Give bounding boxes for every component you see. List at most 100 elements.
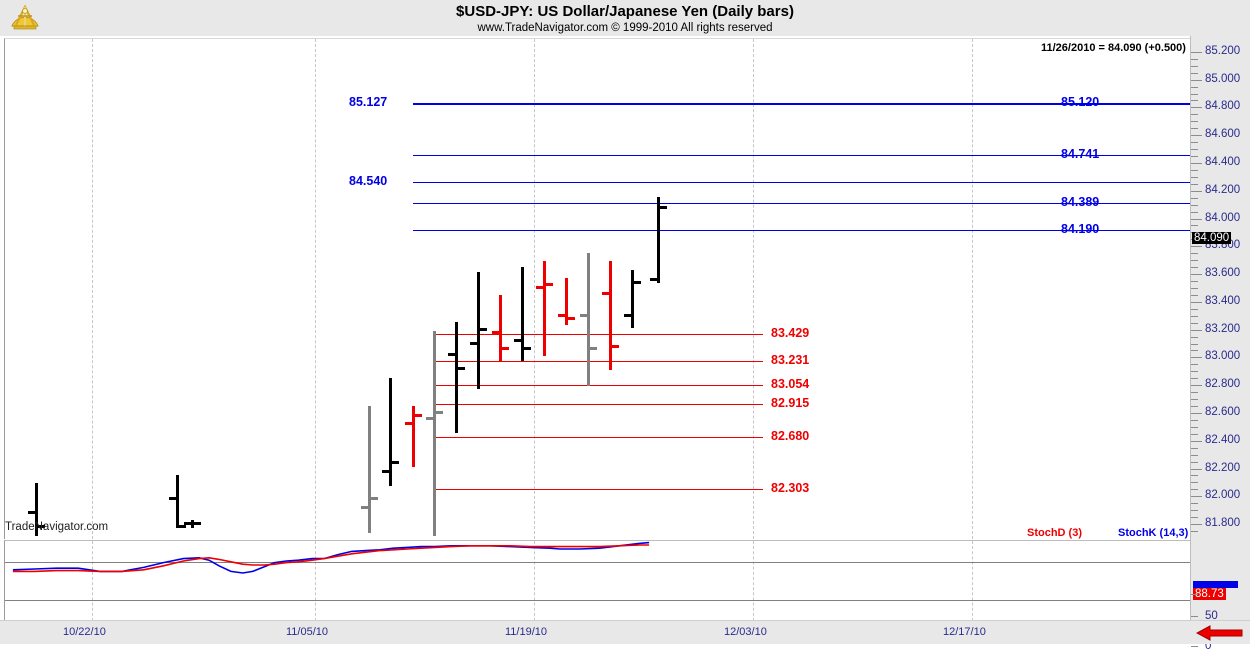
price-axis-minor-tick [1191,475,1198,477]
ohlc-open-tick [514,339,521,342]
price-axis-minor-tick [1191,454,1198,456]
ohlc-close-tick [660,205,667,209]
last-quote-text: 11/26/2010 = 84.090 (+0.500) [1041,42,1186,54]
price-axis-minor-tick [1191,433,1198,435]
price-axis-minor-tick [1191,225,1198,227]
price-axis-minor-tick [1191,114,1198,116]
gridline-vertical [534,39,535,539]
resistance-line [413,182,1191,183]
price-axis-minor-tick [1191,142,1198,144]
ohlc-open-tick [169,497,176,501]
gridline-vertical [92,541,93,621]
gridline-vertical [753,39,754,539]
ohlc-bar [389,377,392,487]
price-axis-label: 82.200 [1205,461,1241,474]
ohlc-bar [412,405,415,467]
price-axis-label: 84.200 [1205,183,1241,196]
ohlc-open-tick [426,416,433,420]
ohlc-close-tick [436,411,443,415]
price-axis-minor-tick [1191,531,1198,533]
price-axis-tick [1191,51,1202,53]
stoch-axis-label: 50 [1205,610,1218,622]
date-axis-label: 10/22/10 [63,626,106,638]
price-axis-tick [1191,135,1202,137]
stochastic-lines [12,541,650,574]
price-axis-minor-tick [1191,510,1198,512]
price-axis-minor-tick [1191,149,1198,151]
ohlc-close-tick [634,280,641,284]
price-axis-tick [1191,357,1202,359]
ohlc-open-tick [361,505,368,509]
support-line [433,334,763,335]
price-axis-tick [1191,218,1202,220]
price-axis-minor-tick [1191,350,1198,352]
stoch-value-tag: 88.73 [1193,588,1226,600]
ohlc-bar [176,475,179,528]
price-axis-tick [1191,524,1202,526]
support-label: 82.303 [771,481,810,495]
resistance-label-right: 84.389 [1061,195,1100,209]
gridline-vertical [972,541,973,621]
ohlc-close-tick [546,283,553,287]
price-axis-minor-tick [1191,364,1198,366]
ohlc-bar [543,261,546,356]
stoch-level-line [5,562,1190,563]
price-axis-minor-tick [1191,86,1198,88]
support-label: 83.231 [771,353,810,367]
ohlc-bar [455,322,458,434]
stoch-axis-tick [1191,594,1198,595]
resistance-label-left: 85.127 [349,95,388,109]
price-axis-minor-tick [1191,447,1198,449]
support-line [433,361,763,362]
price-axis-tick [1191,246,1202,248]
price-axis-tick [1191,496,1202,498]
price-axis-minor-tick [1191,517,1198,519]
price-axis-label: 84.800 [1205,100,1241,113]
ohlc-close-tick [415,414,422,417]
price-axis-minor-tick [1191,399,1198,401]
stochastic-line [12,544,650,573]
price-axis-minor-tick [1191,489,1198,491]
ohlc-bar [433,330,436,537]
ohlc-open-tick [492,330,499,334]
ohlc-bar [565,277,568,326]
price-chart-pane[interactable]: 11/26/2010 = 84.090 (+0.500) 85.127 85.12… [4,38,1191,539]
ohlc-close-tick [194,522,201,526]
ohlc-close-tick [38,525,45,529]
price-axis-minor-tick [1191,343,1198,345]
stoch-k-legend: StochK (14,3) [1118,527,1189,539]
price-axis-minor-tick [1191,253,1198,255]
ohlc-bar [587,252,590,387]
resistance-line [413,230,1191,231]
date-axis-label: 12/03/10 [724,626,767,638]
price-axis-label: 82.000 [1205,489,1241,502]
ohlc-open-tick [536,286,543,290]
price-axis-minor-tick [1191,426,1198,428]
price-axis-tick [1191,107,1202,109]
ohlc-open-tick [184,522,191,526]
support-label: 82.915 [771,396,810,410]
ohlc-open-tick [624,314,631,317]
price-axis[interactable]: 85.200 85.000 84.800 84.600 84.400 84.200 84.0… [1190,36,1250,652]
stochastic-pane[interactable]: StochD (3) StochK (14,3) [4,527,1190,621]
ohlc-open-tick [28,511,35,515]
price-axis-minor-tick [1191,461,1198,463]
stoch-value-cap [1193,581,1238,588]
scroll-left-arrow-icon[interactable] [1195,625,1244,646]
ohlc-bar [631,269,634,328]
page-title: $USD-JPY: US Dollar/Japanese Yen (Daily … [456,3,794,20]
stoch-axis-tick [1191,646,1198,647]
price-axis-label: 84.000 [1205,211,1241,224]
resistance-label-right: 84.190 [1061,222,1100,236]
support-label: 82.680 [771,429,810,443]
date-axis[interactable]: 10/22/10 11/05/10 11/19/10 12/03/10 12/17/10 [0,620,1250,644]
price-axis-tick [1191,79,1202,81]
ohlc-bar [609,261,612,370]
price-axis-label: 82.800 [1205,378,1241,391]
price-axis-minor-tick [1191,176,1198,178]
price-axis-minor-tick [1191,156,1198,158]
support-line [433,489,763,490]
price-axis-minor-tick [1191,169,1198,171]
ohlc-bar [521,266,524,362]
price-axis-tick [1191,301,1202,303]
